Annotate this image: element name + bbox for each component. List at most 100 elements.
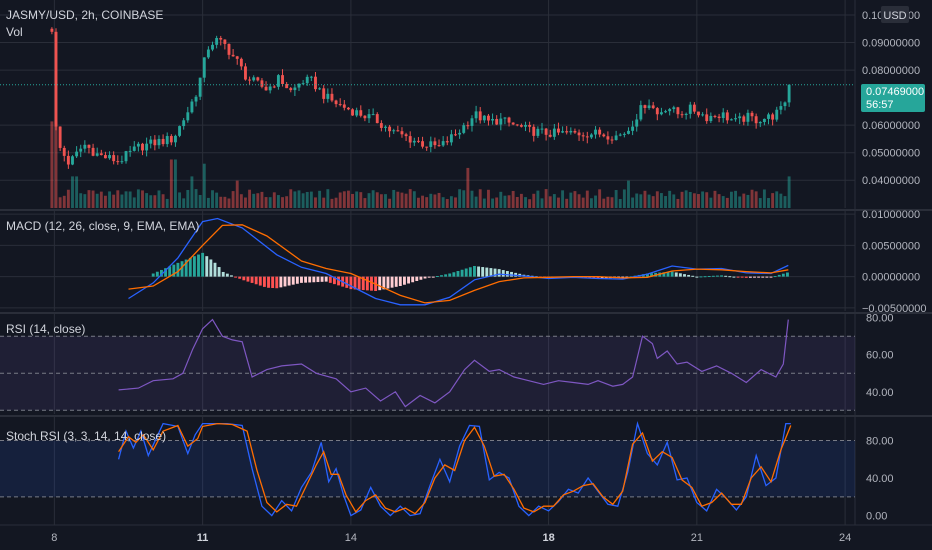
candle-body: [659, 112, 663, 115]
candle-body: [577, 132, 581, 136]
candle-body: [664, 111, 667, 113]
candle-body: [631, 126, 635, 131]
volume-bar: [334, 197, 338, 208]
candle-body: [754, 116, 758, 124]
volume-bar: [371, 190, 375, 208]
volume-bar: [75, 176, 79, 208]
price-panel[interactable]: 0.100000000.090000000.080000000.06000000…: [0, 0, 925, 208]
candle-body: [149, 139, 153, 144]
candle-body: [408, 136, 412, 143]
volume-bar: [511, 190, 515, 208]
macd-panel[interactable]: 0.01000000 0.00500000 0.00000000 −0.0050000…: [0, 209, 927, 315]
candle-body: [655, 108, 659, 115]
candle-body: [116, 161, 120, 163]
candle-body: [396, 130, 400, 132]
macd-histogram-bar: [736, 276, 740, 278]
macd-histogram-bar: [588, 276, 592, 279]
candle-body: [573, 130, 577, 133]
candle-body: [351, 109, 354, 116]
volume-bar: [771, 193, 775, 208]
stoch-rsi-title[interactable]: Stoch RSI (3, 3, 14, 14, close): [6, 429, 166, 443]
candle-body: [359, 110, 363, 116]
macd-histogram-bar: [666, 271, 670, 277]
price-tick-label: 0.08000000: [862, 65, 920, 77]
rsi-line: [118, 318, 789, 408]
candle-body: [252, 77, 256, 81]
macd-histogram-bar: [300, 276, 303, 283]
volume-label[interactable]: Vol: [6, 25, 23, 39]
stoch-grid: [0, 417, 855, 525]
currency-badge[interactable]: [881, 6, 909, 23]
rsi-panel[interactable]: 80.00 60.00 40.00 RSI (14, close): [0, 313, 894, 414]
macd-histogram-bar: [440, 275, 443, 277]
volume-bar: [466, 167, 470, 208]
candle-body: [524, 124, 527, 127]
volume-bar: [145, 193, 149, 208]
candle-body: [388, 126, 392, 132]
symbol-title[interactable]: JASMY/USD, 2h, COINBASE: [6, 8, 163, 22]
macd-histogram-bar: [695, 276, 699, 278]
volume-bar: [635, 193, 639, 208]
macd-histogram-bar: [781, 273, 785, 277]
stoch-d-line: [118, 422, 792, 515]
candle-body: [71, 156, 74, 165]
macd-histogram-bar: [230, 275, 233, 277]
volume-bar: [120, 194, 124, 208]
volume-bar: [458, 189, 462, 208]
macd-histogram-bar: [279, 276, 283, 288]
volume-bar: [182, 198, 186, 208]
volume-bar: [602, 198, 606, 208]
macd-histogram-bar: [477, 266, 481, 277]
candle-body: [145, 143, 149, 151]
candle-body: [639, 105, 643, 120]
volume-bar: [141, 190, 144, 208]
macd-grid: [0, 211, 855, 311]
candle-body: [676, 107, 680, 115]
macd-histogram-bar: [448, 273, 452, 277]
volume-bar: [474, 196, 478, 208]
macd-histogram-bar: [394, 276, 398, 287]
volume-bar: [697, 194, 700, 208]
volume-bar: [206, 197, 210, 208]
candle-body: [322, 88, 326, 99]
macd-histogram-bar: [361, 276, 365, 291]
volume-bar: [668, 190, 672, 208]
macd-histogram-bar: [769, 276, 773, 278]
rsi-title[interactable]: RSI (14, close): [6, 322, 85, 336]
macd-line: [128, 217, 789, 306]
candle-body: [404, 134, 408, 137]
macd-histogram-bar: [435, 276, 439, 277]
time-tick-label: 8: [51, 532, 57, 544]
candle-body: [379, 123, 383, 128]
candle-body: [618, 134, 622, 136]
macd-title[interactable]: MACD (12, 26, close, 9, EMA, EMA): [6, 219, 199, 233]
macd-histogram-bar: [415, 276, 419, 281]
macd-histogram-bar: [184, 259, 188, 277]
volume-bar: [396, 191, 400, 208]
macd-histogram-bar: [234, 276, 238, 278]
volume-bar: [524, 197, 527, 208]
macd-histogram-bar: [720, 275, 724, 277]
volume-bar: [99, 191, 103, 208]
stoch-rsi-panel[interactable]: 80.00 40.00 0.00 Stoch RSI (3, 3, 14, 14, …: [0, 417, 894, 525]
volume-bar: [787, 176, 791, 208]
volume-bar: [318, 190, 322, 208]
macd-histogram-bar: [242, 276, 246, 281]
macd-histogram-bar: [197, 254, 200, 277]
panel-separator: [0, 312, 932, 314]
candle-body: [326, 93, 330, 99]
time-axis[interactable]: 8 11 14 18 21 24: [51, 532, 851, 544]
rsi-tick-label: 80.00: [866, 313, 894, 325]
volume-bar: [738, 196, 742, 208]
volume-bar: [231, 191, 235, 208]
candle-body: [688, 104, 692, 114]
volume-bar: [589, 198, 593, 208]
macd-histogram-bar: [716, 275, 719, 277]
volume-bar: [367, 193, 371, 208]
candle-body: [256, 77, 260, 81]
volume-bar: [301, 193, 305, 208]
volume-bar: [169, 159, 173, 208]
volume-bar: [91, 190, 95, 208]
volume-bar: [421, 195, 424, 208]
